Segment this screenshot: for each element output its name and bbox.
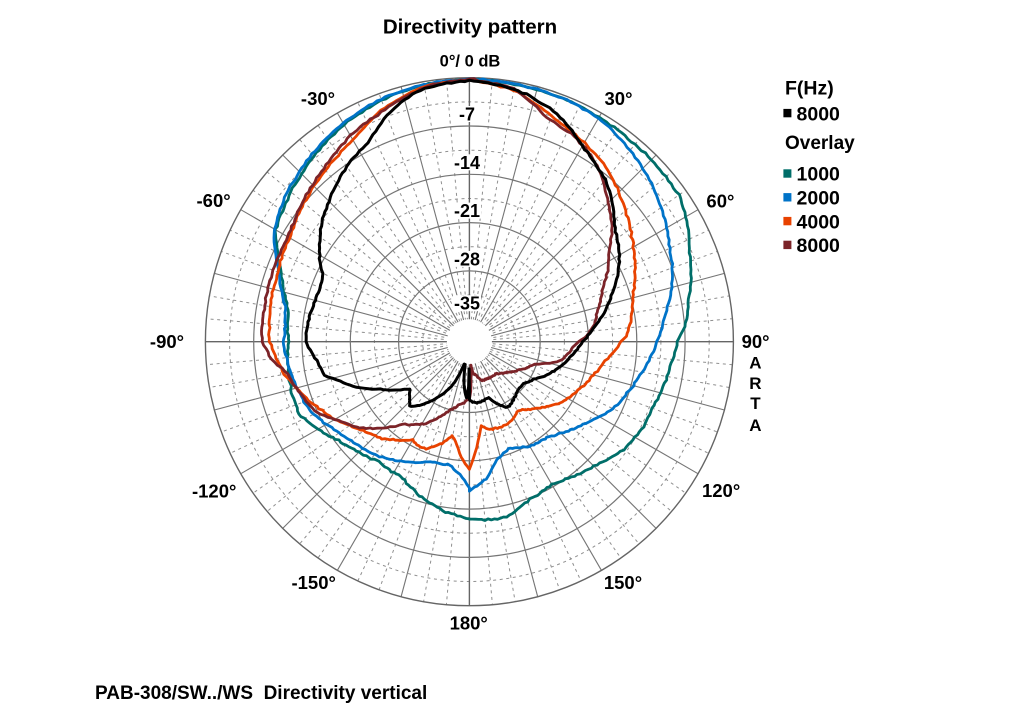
svg-text:-35: -35 [454,294,480,314]
svg-text:150°: 150° [604,572,642,593]
svg-text:4000: 4000 [797,211,841,233]
svg-text:PAB-308/SW../WS Directivity v: PAB-308/SW../WS Directivity vertical [95,683,427,704]
svg-text:8000: 8000 [797,235,841,257]
svg-text:30°: 30° [605,88,633,109]
svg-text:-30°: -30° [301,88,335,109]
svg-text:-7: -7 [459,105,475,125]
svg-text:Directivity pattern: Directivity pattern [383,16,557,39]
svg-text:1000: 1000 [797,164,841,186]
svg-text:-21: -21 [454,201,480,221]
svg-text:60°: 60° [706,191,734,212]
svg-text:-90°: -90° [150,331,184,352]
svg-text:-28: -28 [454,249,480,269]
svg-text:T: T [750,394,761,413]
svg-text:-150°: -150° [291,572,335,593]
svg-text:A: A [749,354,761,373]
svg-text:-120°: -120° [192,480,236,501]
svg-text:-60°: -60° [197,190,231,211]
svg-text:R: R [749,374,761,393]
svg-text:180°: 180° [450,613,488,634]
svg-text:-14: -14 [454,153,480,173]
svg-text:2000: 2000 [797,188,841,210]
svg-text:120°: 120° [702,480,740,501]
svg-text:0°/ 0 dB: 0°/ 0 dB [440,53,501,71]
svg-text:Overlay: Overlay [785,133,855,154]
svg-text:8000: 8000 [797,103,841,125]
svg-text:A: A [749,416,761,435]
svg-text:90°: 90° [742,331,770,352]
svg-text:F(Hz): F(Hz) [785,78,834,100]
